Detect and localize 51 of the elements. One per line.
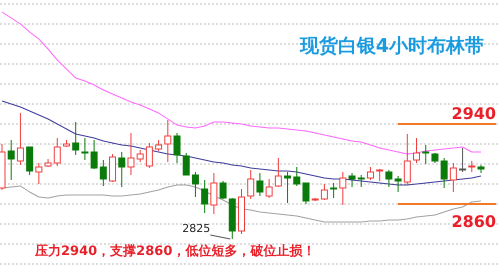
candlestick xyxy=(293,166,300,186)
candlestick xyxy=(182,152,190,176)
candlestick xyxy=(54,138,61,166)
candlestick xyxy=(155,140,162,152)
candlestick xyxy=(459,148,466,172)
candlestick xyxy=(468,160,476,172)
candlestick xyxy=(440,158,448,188)
candlestick xyxy=(220,180,227,200)
candlestick xyxy=(210,172,218,214)
annotation: 压力2940，支撑2860，低位短多，破位止损！ xyxy=(34,244,316,259)
candlestick xyxy=(247,170,254,200)
candlestick xyxy=(164,120,172,162)
candlestick xyxy=(35,162,42,184)
candlestick xyxy=(146,142,153,168)
candlestick xyxy=(413,138,420,164)
candlestick xyxy=(90,140,98,170)
candlestick xyxy=(72,122,80,156)
candlestick xyxy=(118,152,126,188)
candlestick xyxy=(127,132,134,176)
candlestick xyxy=(366,166,374,180)
candlestick xyxy=(8,140,15,180)
candlestick xyxy=(201,180,208,214)
candlestick xyxy=(394,176,402,192)
candlestick xyxy=(256,172,264,196)
candlestick xyxy=(339,172,346,206)
candlestick xyxy=(100,160,107,186)
candlestick xyxy=(320,184,328,200)
candlestick xyxy=(174,132,181,164)
candlestick xyxy=(16,112,24,166)
candlestick xyxy=(358,174,365,188)
annotation: 2825 xyxy=(182,222,210,235)
candlestick xyxy=(348,172,356,188)
ref-line-label: 2940 xyxy=(451,104,496,123)
candlestick xyxy=(302,182,310,204)
candlestick xyxy=(274,158,282,188)
candlestick xyxy=(385,170,392,188)
candlestick xyxy=(450,162,457,192)
candlestick xyxy=(376,168,384,182)
ref-line-label: 2860 xyxy=(451,212,496,231)
candlestick xyxy=(422,144,430,164)
candlestick xyxy=(81,138,88,160)
candlestick xyxy=(404,134,411,186)
candlestick xyxy=(330,182,338,198)
text: 现货白银4小时布林带 xyxy=(298,35,484,57)
candlestick xyxy=(26,146,34,176)
candlestick xyxy=(109,154,116,182)
candlestick xyxy=(266,178,273,198)
candlestick xyxy=(431,152,438,164)
candlestick xyxy=(284,172,292,204)
candlestick xyxy=(136,150,144,162)
candlestick xyxy=(192,172,199,198)
